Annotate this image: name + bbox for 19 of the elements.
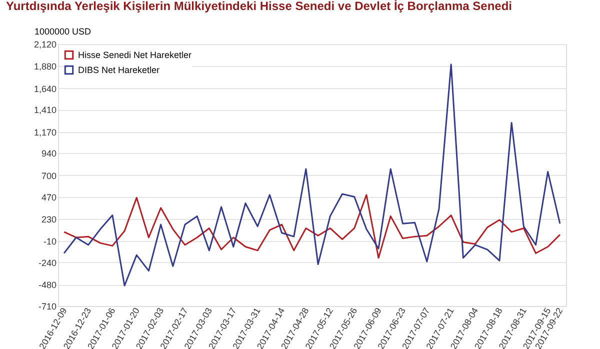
y-tick-label: -10	[43, 236, 56, 247]
y-axis-title: 1000000 USD	[34, 26, 92, 36]
chart-title: Yurtdışında Yerleşik Kişilerin Mülkiyetindeki Hisse Senedi ve Devlet İç Borçlanma Senedi	[6, 0, 512, 13]
legend-label: DIBS Net Hareketler	[78, 65, 160, 75]
y-tick-label: -480	[38, 280, 56, 290]
line-series	[63, 64, 561, 286]
y-tick-label: 230	[41, 214, 56, 224]
y-tick-label: 700	[41, 170, 56, 181]
y-tick-label: 1,640	[34, 84, 56, 94]
legend-label: Hisse Senedi Net Hareketler	[78, 50, 192, 60]
y-tick-label: 1,410	[34, 105, 56, 116]
y-tick-label: 1,880	[34, 62, 56, 72]
line-series	[63, 194, 561, 259]
y-tick-label: -710	[38, 302, 56, 312]
y-tick-label: 940	[41, 148, 56, 159]
y-tick-label: 1,170	[34, 127, 56, 138]
y-tick-label: 470	[41, 192, 56, 202]
y-tick-label: -240	[38, 258, 56, 268]
y-tick-label: 2,120	[34, 40, 56, 50]
